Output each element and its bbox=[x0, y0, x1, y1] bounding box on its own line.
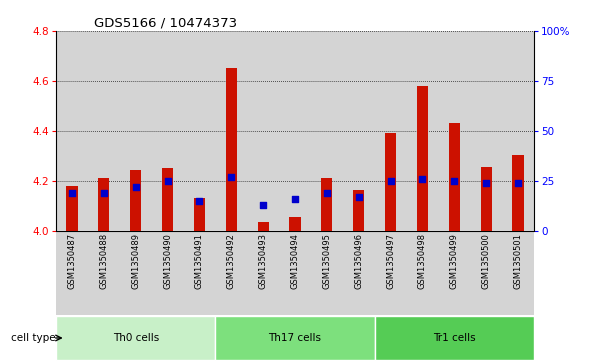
Text: GSM1350492: GSM1350492 bbox=[227, 233, 236, 289]
Bar bbox=[417, 86, 428, 231]
Bar bbox=[311, 31, 343, 231]
Text: GSM1350493: GSM1350493 bbox=[258, 233, 268, 289]
Point bbox=[67, 190, 77, 196]
Bar bbox=[311, 231, 343, 315]
Bar bbox=[120, 231, 152, 315]
Text: GSM1350490: GSM1350490 bbox=[163, 233, 172, 289]
Bar bbox=[226, 68, 237, 231]
Bar bbox=[407, 31, 438, 231]
Bar bbox=[375, 31, 407, 231]
Point bbox=[99, 190, 109, 196]
Bar bbox=[56, 31, 88, 231]
Bar bbox=[470, 31, 502, 231]
Bar bbox=[215, 31, 247, 231]
Bar bbox=[343, 31, 375, 231]
Point bbox=[131, 184, 140, 190]
Bar bbox=[130, 170, 141, 231]
Text: GSM1350488: GSM1350488 bbox=[99, 233, 109, 289]
Point bbox=[290, 196, 300, 202]
Bar bbox=[343, 231, 375, 315]
Bar bbox=[120, 31, 152, 231]
Point bbox=[163, 178, 172, 184]
Bar bbox=[194, 198, 205, 231]
Point bbox=[513, 180, 523, 186]
Text: cell type: cell type bbox=[11, 333, 56, 343]
Bar bbox=[215, 316, 375, 360]
Point bbox=[227, 174, 236, 180]
Bar bbox=[375, 231, 407, 315]
Text: Th0 cells: Th0 cells bbox=[113, 333, 159, 343]
Bar bbox=[99, 178, 109, 231]
Bar bbox=[322, 178, 332, 231]
Bar bbox=[385, 133, 396, 231]
Bar bbox=[67, 186, 77, 231]
Bar bbox=[56, 316, 215, 360]
Text: GSM1350491: GSM1350491 bbox=[195, 233, 204, 289]
Bar bbox=[353, 189, 364, 231]
Text: Tr1 cells: Tr1 cells bbox=[433, 333, 476, 343]
Bar bbox=[438, 231, 470, 315]
Bar bbox=[279, 31, 311, 231]
Bar bbox=[279, 231, 311, 315]
Text: GSM1350495: GSM1350495 bbox=[322, 233, 332, 289]
Bar bbox=[183, 231, 215, 315]
Text: GSM1350487: GSM1350487 bbox=[67, 233, 77, 289]
Point bbox=[195, 198, 204, 204]
Text: GSM1350489: GSM1350489 bbox=[131, 233, 140, 289]
Bar bbox=[481, 167, 491, 231]
Bar bbox=[258, 222, 268, 231]
Bar bbox=[407, 231, 438, 315]
Text: Th17 cells: Th17 cells bbox=[268, 333, 322, 343]
Text: GSM1350500: GSM1350500 bbox=[481, 233, 491, 289]
Bar bbox=[183, 31, 215, 231]
Bar bbox=[247, 31, 279, 231]
Text: GSM1350494: GSM1350494 bbox=[290, 233, 300, 289]
Bar bbox=[375, 316, 534, 360]
Bar bbox=[88, 31, 120, 231]
Point bbox=[354, 194, 363, 200]
Bar bbox=[502, 231, 534, 315]
Bar bbox=[470, 231, 502, 315]
Point bbox=[258, 202, 268, 208]
Point bbox=[450, 178, 459, 184]
Bar bbox=[438, 31, 470, 231]
Text: GSM1350496: GSM1350496 bbox=[354, 233, 363, 289]
Text: GSM1350501: GSM1350501 bbox=[513, 233, 523, 289]
Bar bbox=[152, 231, 183, 315]
Bar bbox=[88, 231, 120, 315]
Point bbox=[322, 190, 332, 196]
Bar bbox=[449, 123, 460, 231]
Bar bbox=[290, 217, 300, 231]
Text: GSM1350499: GSM1350499 bbox=[450, 233, 459, 289]
Bar bbox=[162, 168, 173, 231]
Bar bbox=[502, 31, 534, 231]
Bar bbox=[56, 231, 88, 315]
Text: GDS5166 / 10474373: GDS5166 / 10474373 bbox=[94, 17, 237, 30]
Bar bbox=[513, 155, 523, 231]
Bar bbox=[247, 231, 279, 315]
Text: GSM1350497: GSM1350497 bbox=[386, 233, 395, 289]
Bar bbox=[152, 31, 183, 231]
Text: GSM1350498: GSM1350498 bbox=[418, 233, 427, 289]
Bar bbox=[215, 231, 247, 315]
Point bbox=[481, 180, 491, 186]
Point bbox=[386, 178, 395, 184]
Point bbox=[418, 176, 427, 182]
